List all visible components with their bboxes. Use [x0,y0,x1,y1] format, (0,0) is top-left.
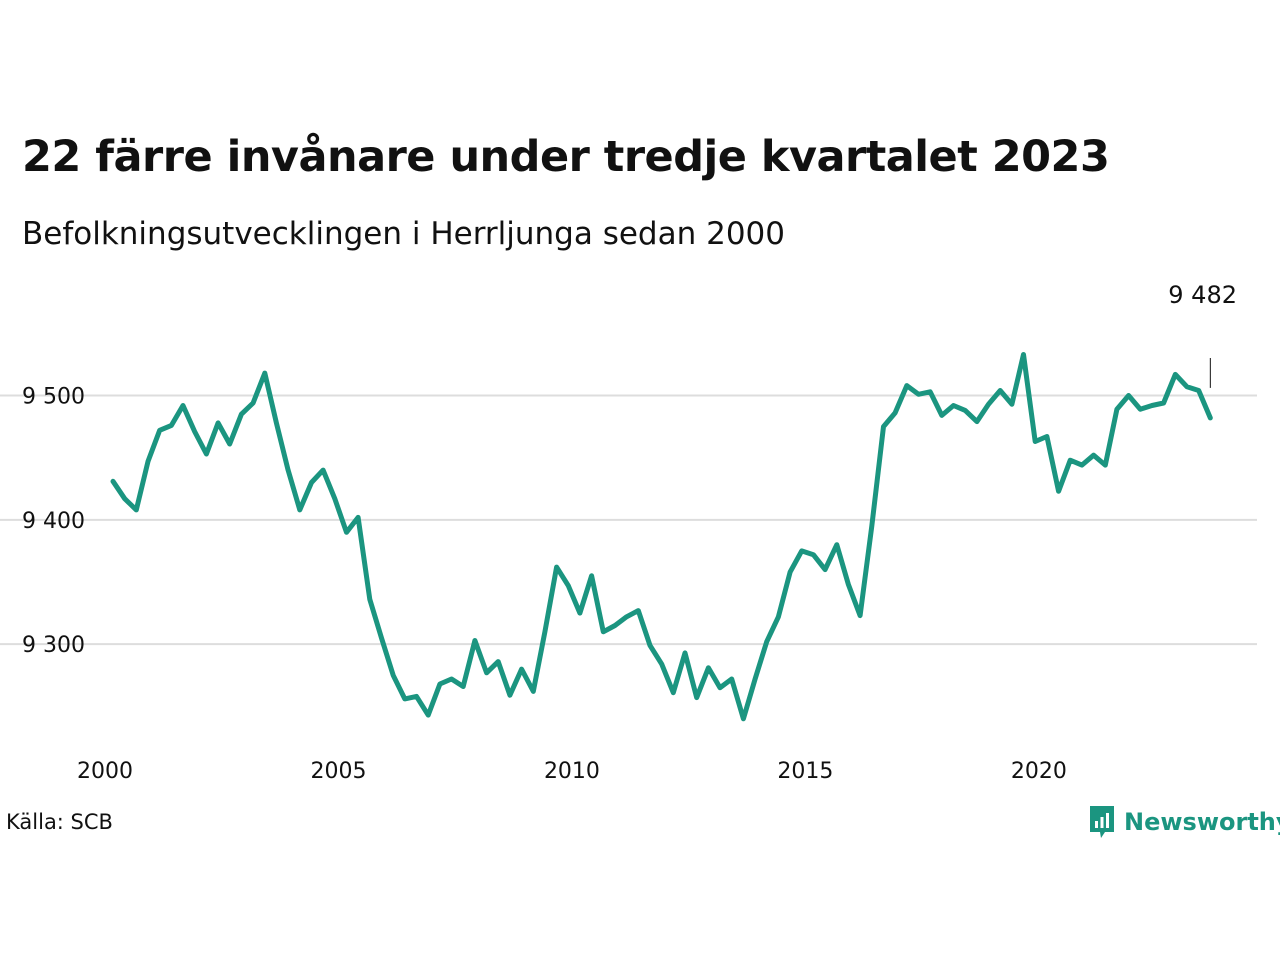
x-tick-label: 2020 [1011,759,1067,784]
gridlines [0,394,1257,646]
series-layer [110,352,1213,722]
chart-title: 22 färre invånare under tredje kvartalet… [22,132,1110,182]
annotation: 9 482 [1168,281,1237,388]
brand-name: Newsworthy [1124,808,1280,836]
y-tick-label: 9 500 [22,385,85,410]
line-chart: 9 300 9 400 9 500 2000 2005 2010 2015 2020 9 4… [0,281,1257,784]
x-tick-label: 2015 [777,759,833,784]
x-tick-label: 2005 [310,759,366,784]
series-line-0 [110,352,1213,722]
y-tick-label: 9 400 [22,509,85,534]
chart-subtitle: Befolkningsutvecklingen i Herrljunga sed… [22,216,785,252]
source-credit: Källa: SCB [6,810,113,834]
y-axis-labels: 9 300 9 400 9 500 [22,385,85,659]
y-tick-label: 9 300 [22,633,85,658]
newsworthy-logo-icon [1090,806,1114,838]
x-tick-label: 2000 [77,759,133,784]
x-tick-label: 2010 [544,759,600,784]
brand-logo[interactable]: Newsworthy [1088,804,1280,840]
x-axis-labels: 2000 2005 2010 2015 2020 [77,759,1067,784]
annotation-label: 9 482 [1168,281,1237,309]
